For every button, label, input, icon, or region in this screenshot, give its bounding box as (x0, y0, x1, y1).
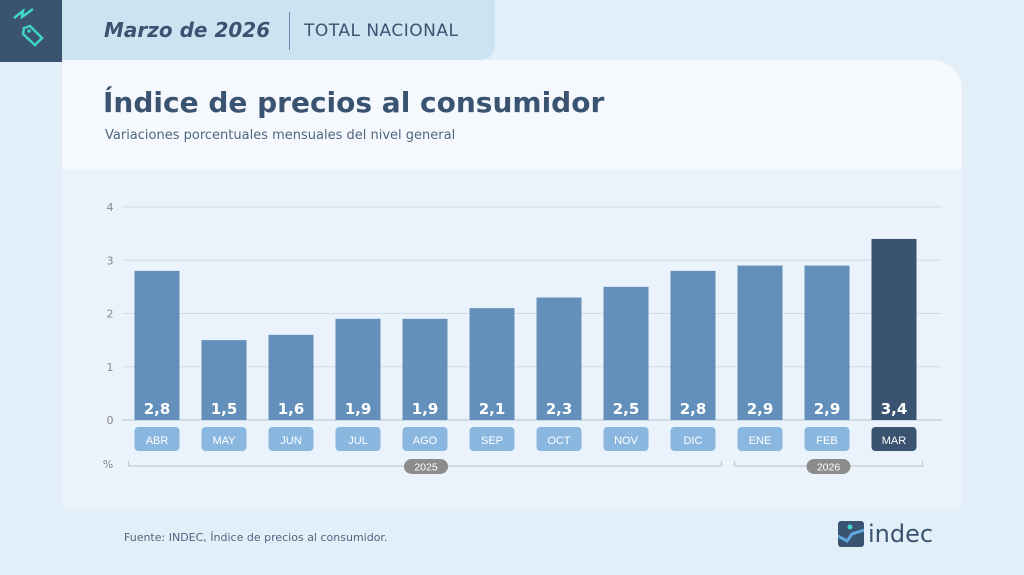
bar-value-label: 2,9 (747, 400, 774, 418)
month-label-box (871, 427, 917, 451)
year-pill (806, 459, 851, 474)
month-label: MAR (882, 435, 907, 447)
bar-may (201, 340, 247, 420)
bar-jun (268, 334, 314, 420)
bar-oct (536, 297, 582, 420)
month-label: MAY (212, 435, 236, 447)
report-scope: TOTAL NACIONAL (304, 21, 459, 41)
month-label: DIC (684, 435, 703, 447)
month-label-box (268, 427, 314, 451)
year-label: 2026 (817, 462, 841, 474)
month-label: ENE (749, 435, 772, 447)
y-tick-label: 1 (107, 361, 114, 374)
month-label-box (737, 427, 783, 451)
bar-value-label: 1,9 (345, 400, 372, 418)
bar-mar (871, 238, 917, 420)
indec-logo-icon (838, 521, 864, 547)
month-label-box (335, 427, 381, 451)
month-label: JUL (348, 435, 368, 447)
bar-value-label: 2,5 (613, 400, 640, 418)
report-date: Marzo de 2026 (104, 18, 271, 42)
month-label-box (670, 427, 716, 451)
month-label: SEP (481, 435, 503, 447)
bar-ago (402, 318, 448, 420)
header-band: Marzo de 2026 TOTAL NACIONAL (62, 0, 495, 60)
month-label: ABR (146, 435, 169, 447)
bar-dic (670, 270, 716, 420)
bar-value-label: 2,3 (546, 400, 573, 418)
y-axis-unit: % (103, 458, 113, 471)
bar-feb (804, 265, 850, 420)
month-label-box (804, 427, 850, 451)
bar-sep (469, 308, 515, 420)
page-title: Índice de precios al consumidor (103, 86, 605, 119)
bar-value-label: 1,9 (412, 400, 439, 418)
price-tag-icon (0, 0, 62, 62)
page-subtitle: Variaciones porcentuales mensuales del n… (105, 128, 456, 143)
bar-value-label: 1,5 (211, 400, 238, 418)
month-label: OCT (547, 435, 571, 447)
y-tick-label: 0 (107, 414, 114, 427)
month-label-box (603, 427, 649, 451)
month-label-box (201, 427, 247, 451)
month-label: FEB (816, 435, 837, 447)
bar-nov (603, 286, 649, 420)
y-tick-label: 3 (107, 254, 114, 267)
year-pill (404, 459, 448, 474)
month-label: AGO (413, 435, 438, 447)
y-tick-label: 2 (107, 308, 114, 321)
bar-value-label: 3,4 (881, 400, 908, 418)
month-label-box (536, 427, 582, 451)
bar-abr (134, 270, 180, 420)
month-label-box (134, 427, 180, 451)
month-label: NOV (614, 435, 639, 447)
source-note: Fuente: INDEC, Índice de precios al cons… (124, 531, 388, 544)
bar-value-label: 2,8 (144, 400, 171, 418)
month-label-box (402, 427, 448, 451)
year-label: 2025 (414, 462, 438, 474)
bar-value-label: 2,8 (680, 400, 707, 418)
bar-jul (335, 318, 381, 420)
y-tick-label: 4 (107, 201, 114, 214)
month-label-box (469, 427, 515, 451)
bar-value-label: 1,6 (278, 400, 305, 418)
indec-logo: indec (838, 520, 933, 548)
divider (289, 12, 290, 50)
bar-ene (737, 265, 783, 420)
bar-value-label: 2,1 (479, 400, 506, 418)
month-label: JUN (280, 435, 301, 447)
bar-value-label: 2,9 (814, 400, 841, 418)
